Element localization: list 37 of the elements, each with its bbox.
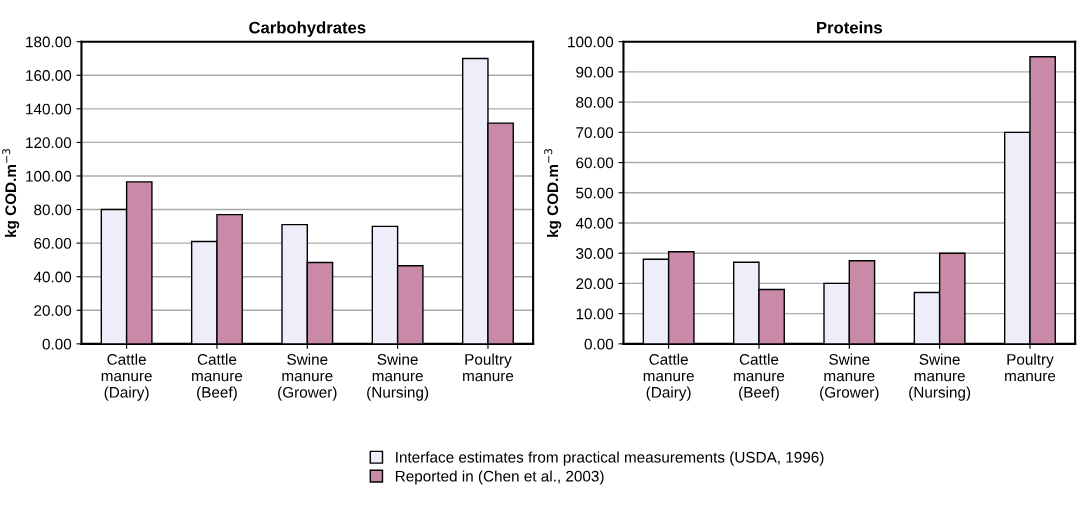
y-tick-label: 0.00 [42, 338, 72, 350]
y-axis-title: kg COD.m$^{−3}$ [544, 149, 562, 237]
y-tick-label: 0.00 [584, 338, 614, 350]
y-tick-label: 60.00 [34, 238, 72, 249]
y-tick-label: 40.00 [575, 217, 614, 229]
x-tick-label: Cattle manure (Dairy) [643, 353, 694, 401]
y-tick-label: 120.00 [26, 137, 72, 149]
y-tick-label: 160.00 [26, 70, 72, 81]
chart-title: Carbohydrates [249, 21, 366, 37]
x-tick-label: Cattle manure (Beef) [192, 353, 243, 401]
y-tick-label: 20.00 [34, 305, 72, 316]
x-tick-label: Cattle manure (Dairy) [101, 353, 152, 401]
y-tick-label: 140.00 [26, 103, 72, 115]
chart-title: Proteins [817, 21, 882, 34]
y-tick-label: 20.00 [576, 278, 614, 290]
legend-label: Reported in (Chen et al., 2003) [395, 470, 604, 485]
x-tick-label: Swine manure (Grower) [820, 353, 879, 401]
y-tick-label: 70.00 [576, 127, 614, 139]
y-tick-label: 90.00 [576, 66, 614, 78]
x-tick-label: Poultry manure [463, 353, 514, 382]
y-tick-label: 60.00 [576, 157, 614, 169]
x-tick-label: Swine manure (Nursing) [909, 353, 971, 401]
y-tick-label: 100.00 [26, 170, 72, 182]
y-tick-label: 100.00 [568, 36, 614, 48]
y-tick-label: 30.00 [576, 248, 614, 259]
y-tick-label: 40.00 [33, 271, 72, 283]
x-tick-label: Poultry manure [1005, 353, 1056, 382]
y-tick-label: 50.00 [576, 187, 614, 199]
x-tick-label: Cattle manure (Beef) [734, 353, 785, 401]
x-tick-label: Swine manure (Nursing) [367, 353, 429, 401]
y-tick-label: 10.00 [576, 308, 614, 320]
y-tick-label: 80.00 [34, 204, 72, 216]
y-tick-label: 180.00 [26, 36, 72, 48]
y-tick-label: 80.00 [576, 96, 614, 108]
y-axis-title: kg COD.m$^{−3}$ [2, 149, 20, 237]
legend-label: Interface estimates from practical measurements (USDA, 1996) [396, 451, 824, 466]
x-tick-label: Swine manure (Grower) [278, 353, 337, 401]
